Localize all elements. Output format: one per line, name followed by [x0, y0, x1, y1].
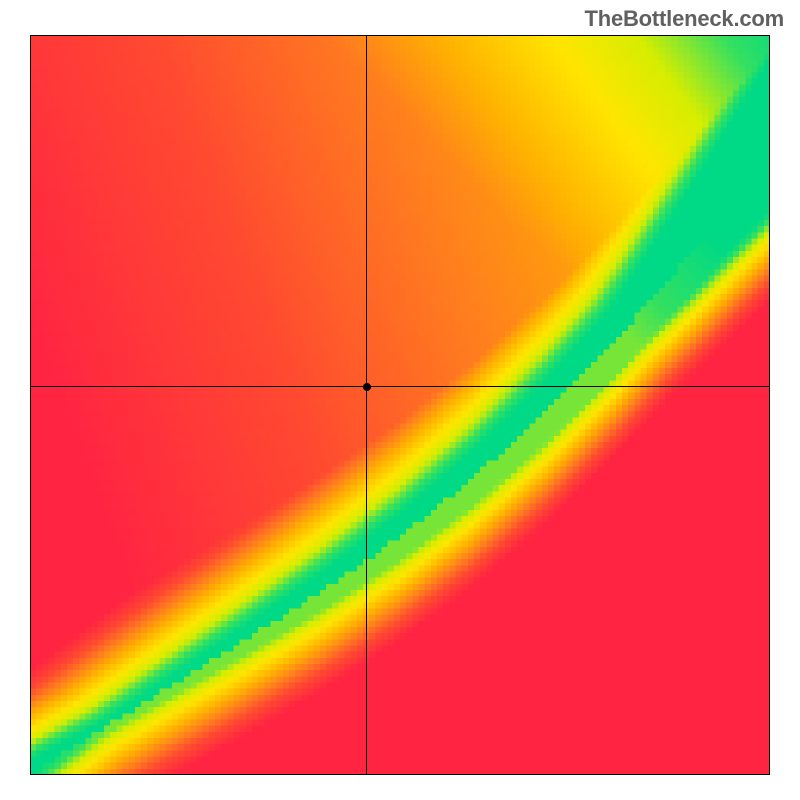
plot-area — [30, 35, 770, 775]
watermark-text: TheBottleneck.com — [584, 6, 784, 32]
chart-container: TheBottleneck.com — [0, 0, 800, 800]
heatmap-canvas — [30, 35, 770, 775]
